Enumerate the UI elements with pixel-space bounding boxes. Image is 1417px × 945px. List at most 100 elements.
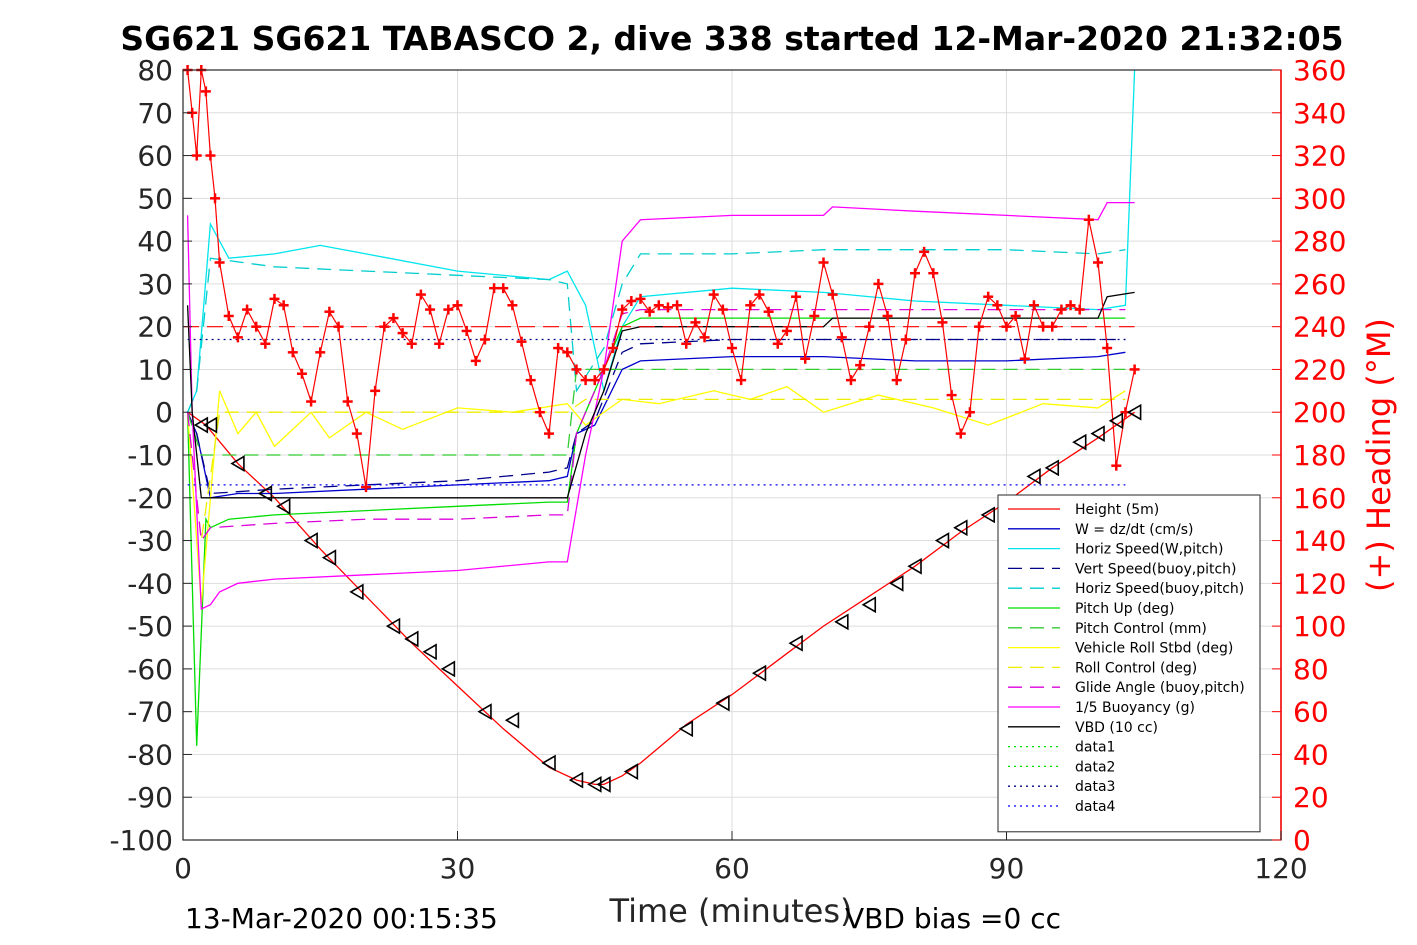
height-marker <box>834 613 849 631</box>
heading-point <box>1093 257 1103 268</box>
legend-entry: Horiz Speed(buoy,pitch) <box>1008 581 1244 597</box>
heading-point <box>434 338 445 349</box>
heading-point <box>1010 310 1021 321</box>
series-line-2 <box>187 69 1136 413</box>
heading-point <box>1102 343 1113 354</box>
y-tick-label: 0 <box>155 396 173 429</box>
y-tick-label: 70 <box>137 97 173 130</box>
heading-point <box>598 364 609 375</box>
height-marker <box>349 583 364 601</box>
height-marker <box>202 416 218 434</box>
heading-point <box>900 334 911 345</box>
y-tick-label: 80 <box>137 54 173 87</box>
y-right-tick-label: 180 <box>1293 439 1346 472</box>
heading-point <box>306 396 317 407</box>
heading-point <box>690 317 701 328</box>
height-marker <box>596 775 611 793</box>
heading-point <box>873 278 884 289</box>
y-right-tick-label: 40 <box>1293 738 1329 771</box>
heading-point <box>580 375 591 386</box>
heading-point <box>653 300 664 311</box>
heading-point <box>589 375 600 386</box>
heading-point <box>845 375 856 386</box>
heading-point <box>800 353 811 364</box>
heading-point <box>708 289 719 300</box>
heading-point <box>763 306 774 317</box>
x-axis: 0 30 60 90 120 <box>174 831 1308 885</box>
legend-label: Horiz Speed(W,pitch) <box>1075 542 1223 558</box>
legend-entry: Height (5m) <box>1008 502 1159 518</box>
y-tick-label: -60 <box>127 653 173 686</box>
heading-point <box>1111 460 1122 471</box>
heading-point <box>818 257 829 268</box>
heading-point <box>928 268 939 279</box>
heading-point <box>498 283 509 294</box>
height-marker <box>477 703 492 721</box>
x-axis-label: Time (minutes) <box>609 892 853 930</box>
heading-point <box>727 343 737 354</box>
heading-point <box>781 325 792 336</box>
heading-point <box>919 246 930 257</box>
legend-entry: Vehicle Roll Stbd (deg) <box>1008 641 1233 657</box>
heading-point <box>351 428 362 439</box>
height-marker <box>953 519 968 537</box>
heading-point <box>296 368 307 379</box>
y-axis-right: 0 20 40 60 80 100 120 140 160 180 200 220 240 260 280 3… <box>1272 54 1346 857</box>
heading-point <box>269 293 280 304</box>
heading-point <box>754 289 765 300</box>
height-marker <box>934 532 950 549</box>
series-line-9 <box>186 308 1126 543</box>
heading-point <box>1028 300 1039 311</box>
height-marker <box>276 497 291 515</box>
series-line-11 <box>186 291 1135 499</box>
heading-point <box>1019 353 1030 364</box>
footer-timestamp: 13-Mar-2020 00:15:35 <box>185 902 498 935</box>
legend-label: VBD (10 cc) <box>1075 720 1158 736</box>
series-line-7 <box>186 385 1126 605</box>
y-tick-label: -50 <box>127 610 173 643</box>
height-marker <box>889 574 904 592</box>
heading-point <box>223 310 234 321</box>
y-right-tick-label: 120 <box>1293 567 1346 600</box>
heading-point <box>489 283 500 294</box>
heading-point <box>278 300 289 311</box>
heading-point <box>644 306 655 317</box>
heading-point <box>379 321 390 332</box>
legend-box <box>997 494 1261 833</box>
heading-point <box>1074 304 1085 315</box>
height-marker <box>541 754 556 772</box>
y-right-tick-label: 60 <box>1293 696 1329 729</box>
heading-point <box>210 193 221 204</box>
height-marker <box>440 660 456 678</box>
heading-point <box>342 396 353 407</box>
heading-point <box>983 291 994 302</box>
heading-point <box>251 321 262 332</box>
y-right-tick-label: 160 <box>1293 482 1346 515</box>
heading-point <box>1083 214 1094 225</box>
y-right-tick-label: 320 <box>1293 140 1346 173</box>
heading-point <box>324 306 335 317</box>
legend-entry: Vert Speed(buoy,pitch) <box>1008 561 1237 577</box>
height-marker <box>678 720 694 738</box>
legend-entry: 1/5 Buoyancy (g) <box>1008 700 1195 716</box>
y-right-tick-label: 340 <box>1293 97 1346 130</box>
y-tick-label: -90 <box>127 781 173 814</box>
heading-point <box>617 304 628 315</box>
x-tick-label: 120 <box>1254 852 1307 885</box>
heading-point <box>635 293 646 304</box>
heading-point <box>608 343 619 354</box>
y-tick-label: 60 <box>137 140 173 173</box>
heading-point <box>992 300 1003 311</box>
legend-entry: Horiz Speed(W,pitch) <box>1008 542 1223 558</box>
height-marker <box>385 617 401 635</box>
heading-point <box>406 338 417 349</box>
heading-point <box>553 343 564 354</box>
heading-point <box>191 150 202 161</box>
heading-point <box>717 304 728 315</box>
height-marker <box>980 506 996 524</box>
height-marker <box>587 775 602 793</box>
legend-entry: data1 <box>1008 740 1115 756</box>
heading-point <box>415 289 426 300</box>
y-axis-right-label: (+) Heading (°M) <box>1360 318 1398 592</box>
heading-point <box>200 86 211 97</box>
